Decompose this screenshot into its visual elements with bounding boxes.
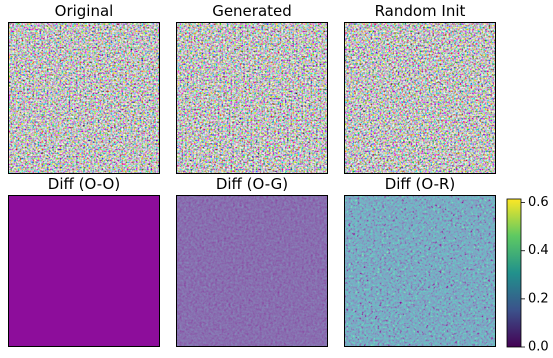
colorbar xyxy=(506,198,522,348)
panel-frame xyxy=(344,195,496,347)
panel-frame xyxy=(344,22,496,174)
panel-title: Random Init xyxy=(375,2,466,20)
colorbar-tick-label: 0.4 xyxy=(528,243,549,258)
panel-frame xyxy=(176,22,328,174)
panel-title: Generated xyxy=(212,2,292,20)
panel-title: Original xyxy=(55,2,114,20)
colorbar-tick-label: 0.0 xyxy=(528,340,549,355)
panel-title: Diff (O-G) xyxy=(216,175,288,193)
panel-title: Diff (O-R) xyxy=(385,175,456,193)
panel-title: Diff (O-O) xyxy=(48,175,120,193)
panel-image xyxy=(344,195,496,347)
panel-frame xyxy=(8,22,160,174)
panel-frame xyxy=(176,195,328,347)
colorbar-tick-label: 0.6 xyxy=(528,195,549,210)
panel-frame xyxy=(8,195,160,347)
panel-image xyxy=(8,22,160,174)
panel-image xyxy=(344,22,496,174)
colorbar-tick-label: 0.2 xyxy=(528,291,549,306)
panel-image xyxy=(176,22,328,174)
panel-image xyxy=(176,195,328,347)
panel-image xyxy=(8,195,160,347)
